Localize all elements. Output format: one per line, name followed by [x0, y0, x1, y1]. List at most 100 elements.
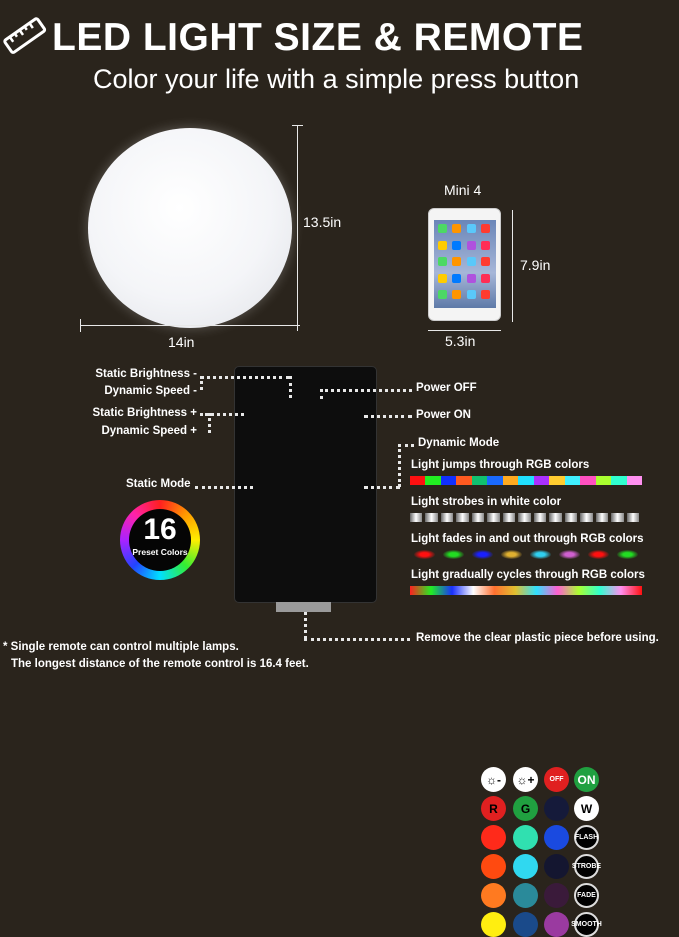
ball-height-label: 13.5in	[303, 214, 342, 230]
remote-button[interactable]: R	[481, 796, 506, 821]
footnote-multiple-lamps: * Single remote can control multiple lam…	[3, 641, 239, 653]
tablet-height-label: 7.9in	[520, 257, 551, 273]
remote-button[interactable]	[481, 854, 506, 879]
app-icon	[438, 257, 447, 267]
footnote-remote-distance: The longest distance of the remote contr…	[11, 658, 309, 670]
mode-color-bar	[410, 550, 642, 559]
remote-button[interactable]: FLASH	[574, 825, 599, 850]
app-icon	[466, 290, 476, 300]
remote-button[interactable]: SMOOTH	[571, 912, 602, 937]
mode-label: Light gradually cycles through RGB color…	[411, 569, 645, 581]
strobe-segment	[518, 513, 531, 522]
dim-tick	[80, 319, 81, 332]
app-icon	[438, 290, 447, 300]
remote-button[interactable]	[513, 854, 538, 879]
remove-plastic-note: Remove the clear plastic piece before us…	[416, 632, 659, 644]
color-segment	[611, 476, 627, 485]
remote-button[interactable]: G	[513, 796, 538, 821]
remote-button[interactable]	[544, 825, 569, 850]
strobe-segment	[410, 513, 423, 522]
tablet-name: Mini 4	[444, 182, 482, 198]
app-icon	[480, 240, 490, 250]
preset-colors-badge: 16 Preset Colors	[120, 500, 200, 580]
remote-button[interactable]: FADE	[574, 883, 599, 908]
fade-segment	[588, 550, 609, 559]
tablet-height-line	[512, 210, 513, 322]
app-icon	[480, 257, 490, 267]
strobe-segment	[595, 513, 609, 522]
strobe-segment	[456, 513, 469, 522]
remote-button[interactable]: STROBE	[572, 854, 601, 879]
width-dimension-line	[80, 325, 300, 326]
remote-button[interactable]	[481, 912, 506, 937]
preset-count: 16	[143, 513, 177, 546]
remote-button[interactable]: ☼+	[513, 767, 538, 792]
mode-label: Light fades in and out through RGB color…	[411, 533, 644, 545]
strobe-segment	[533, 513, 547, 522]
remote-button[interactable]	[481, 825, 506, 850]
strobe-segment	[564, 513, 578, 522]
app-icon	[466, 273, 476, 283]
app-icon	[480, 224, 490, 233]
app-icon	[480, 290, 490, 300]
fade-segment	[617, 550, 638, 559]
color-segment	[549, 476, 565, 485]
app-icon	[452, 290, 462, 300]
color-segment	[487, 476, 503, 485]
page-title: LED LIGHT SIZE & REMOTE	[52, 16, 584, 59]
remote-button[interactable]	[513, 825, 538, 850]
label-power-off: Power OFF	[416, 382, 477, 394]
app-icon	[452, 240, 462, 250]
color-segment	[518, 476, 534, 485]
color-segment	[425, 476, 441, 485]
remote-button[interactable]	[544, 854, 569, 879]
color-segment	[564, 476, 581, 485]
app-icon	[466, 240, 476, 250]
preset-label: Preset Colors	[132, 547, 188, 557]
label-dynamic-mode: Dynamic Mode	[418, 437, 500, 449]
ball-width-label: 14in	[168, 334, 195, 350]
app-icon	[466, 257, 476, 267]
ruler-icon	[3, 17, 47, 54]
color-segment	[471, 476, 488, 485]
remote-button[interactable]	[544, 912, 569, 937]
strobe-segment	[425, 513, 438, 522]
dim-tick	[292, 125, 303, 126]
fade-segment	[443, 550, 464, 559]
app-icon	[466, 224, 476, 233]
height-dimension-line	[297, 125, 298, 331]
app-icon	[438, 240, 447, 250]
remote-button[interactable]	[481, 883, 506, 908]
strobe-segment	[471, 513, 485, 522]
led-ball-image	[88, 128, 292, 328]
label-power-on: Power ON	[416, 409, 471, 421]
label-dynamic-speed-minus: Dynamic Speed -	[104, 385, 197, 397]
strobe-segment	[611, 513, 624, 522]
remote-button[interactable]	[544, 796, 569, 821]
label-dynamic-speed-plus: Dynamic Speed +	[101, 425, 197, 437]
remote-button[interactable]	[544, 883, 569, 908]
label-static-brightness-plus: Static Brightness +	[92, 407, 198, 419]
color-segment	[580, 476, 596, 485]
app-icon	[452, 257, 462, 267]
color-segment	[502, 476, 519, 485]
mode-label: Light jumps through RGB colors	[411, 459, 590, 471]
label-static-brightness-minus: Static Brightness -	[95, 368, 197, 380]
remote-button[interactable]	[513, 912, 538, 937]
fade-segment	[414, 550, 435, 559]
tablet-width-label: 5.3in	[445, 333, 476, 349]
color-segment	[626, 476, 643, 485]
fade-segment	[501, 550, 522, 559]
remote-button[interactable]: ☼-	[481, 767, 506, 792]
remote-button[interactable]: ON	[574, 767, 599, 792]
app-icon	[452, 273, 462, 283]
remote-button[interactable]: OFF	[544, 767, 569, 792]
color-segment	[410, 476, 426, 485]
strobe-segment	[502, 513, 516, 522]
remote-button[interactable]	[513, 883, 538, 908]
remote-button[interactable]: W	[574, 796, 599, 821]
mode-color-bar	[410, 476, 643, 485]
strobe-segment	[440, 513, 454, 522]
mode-color-bar	[410, 586, 642, 595]
strobe-segment	[487, 513, 500, 522]
